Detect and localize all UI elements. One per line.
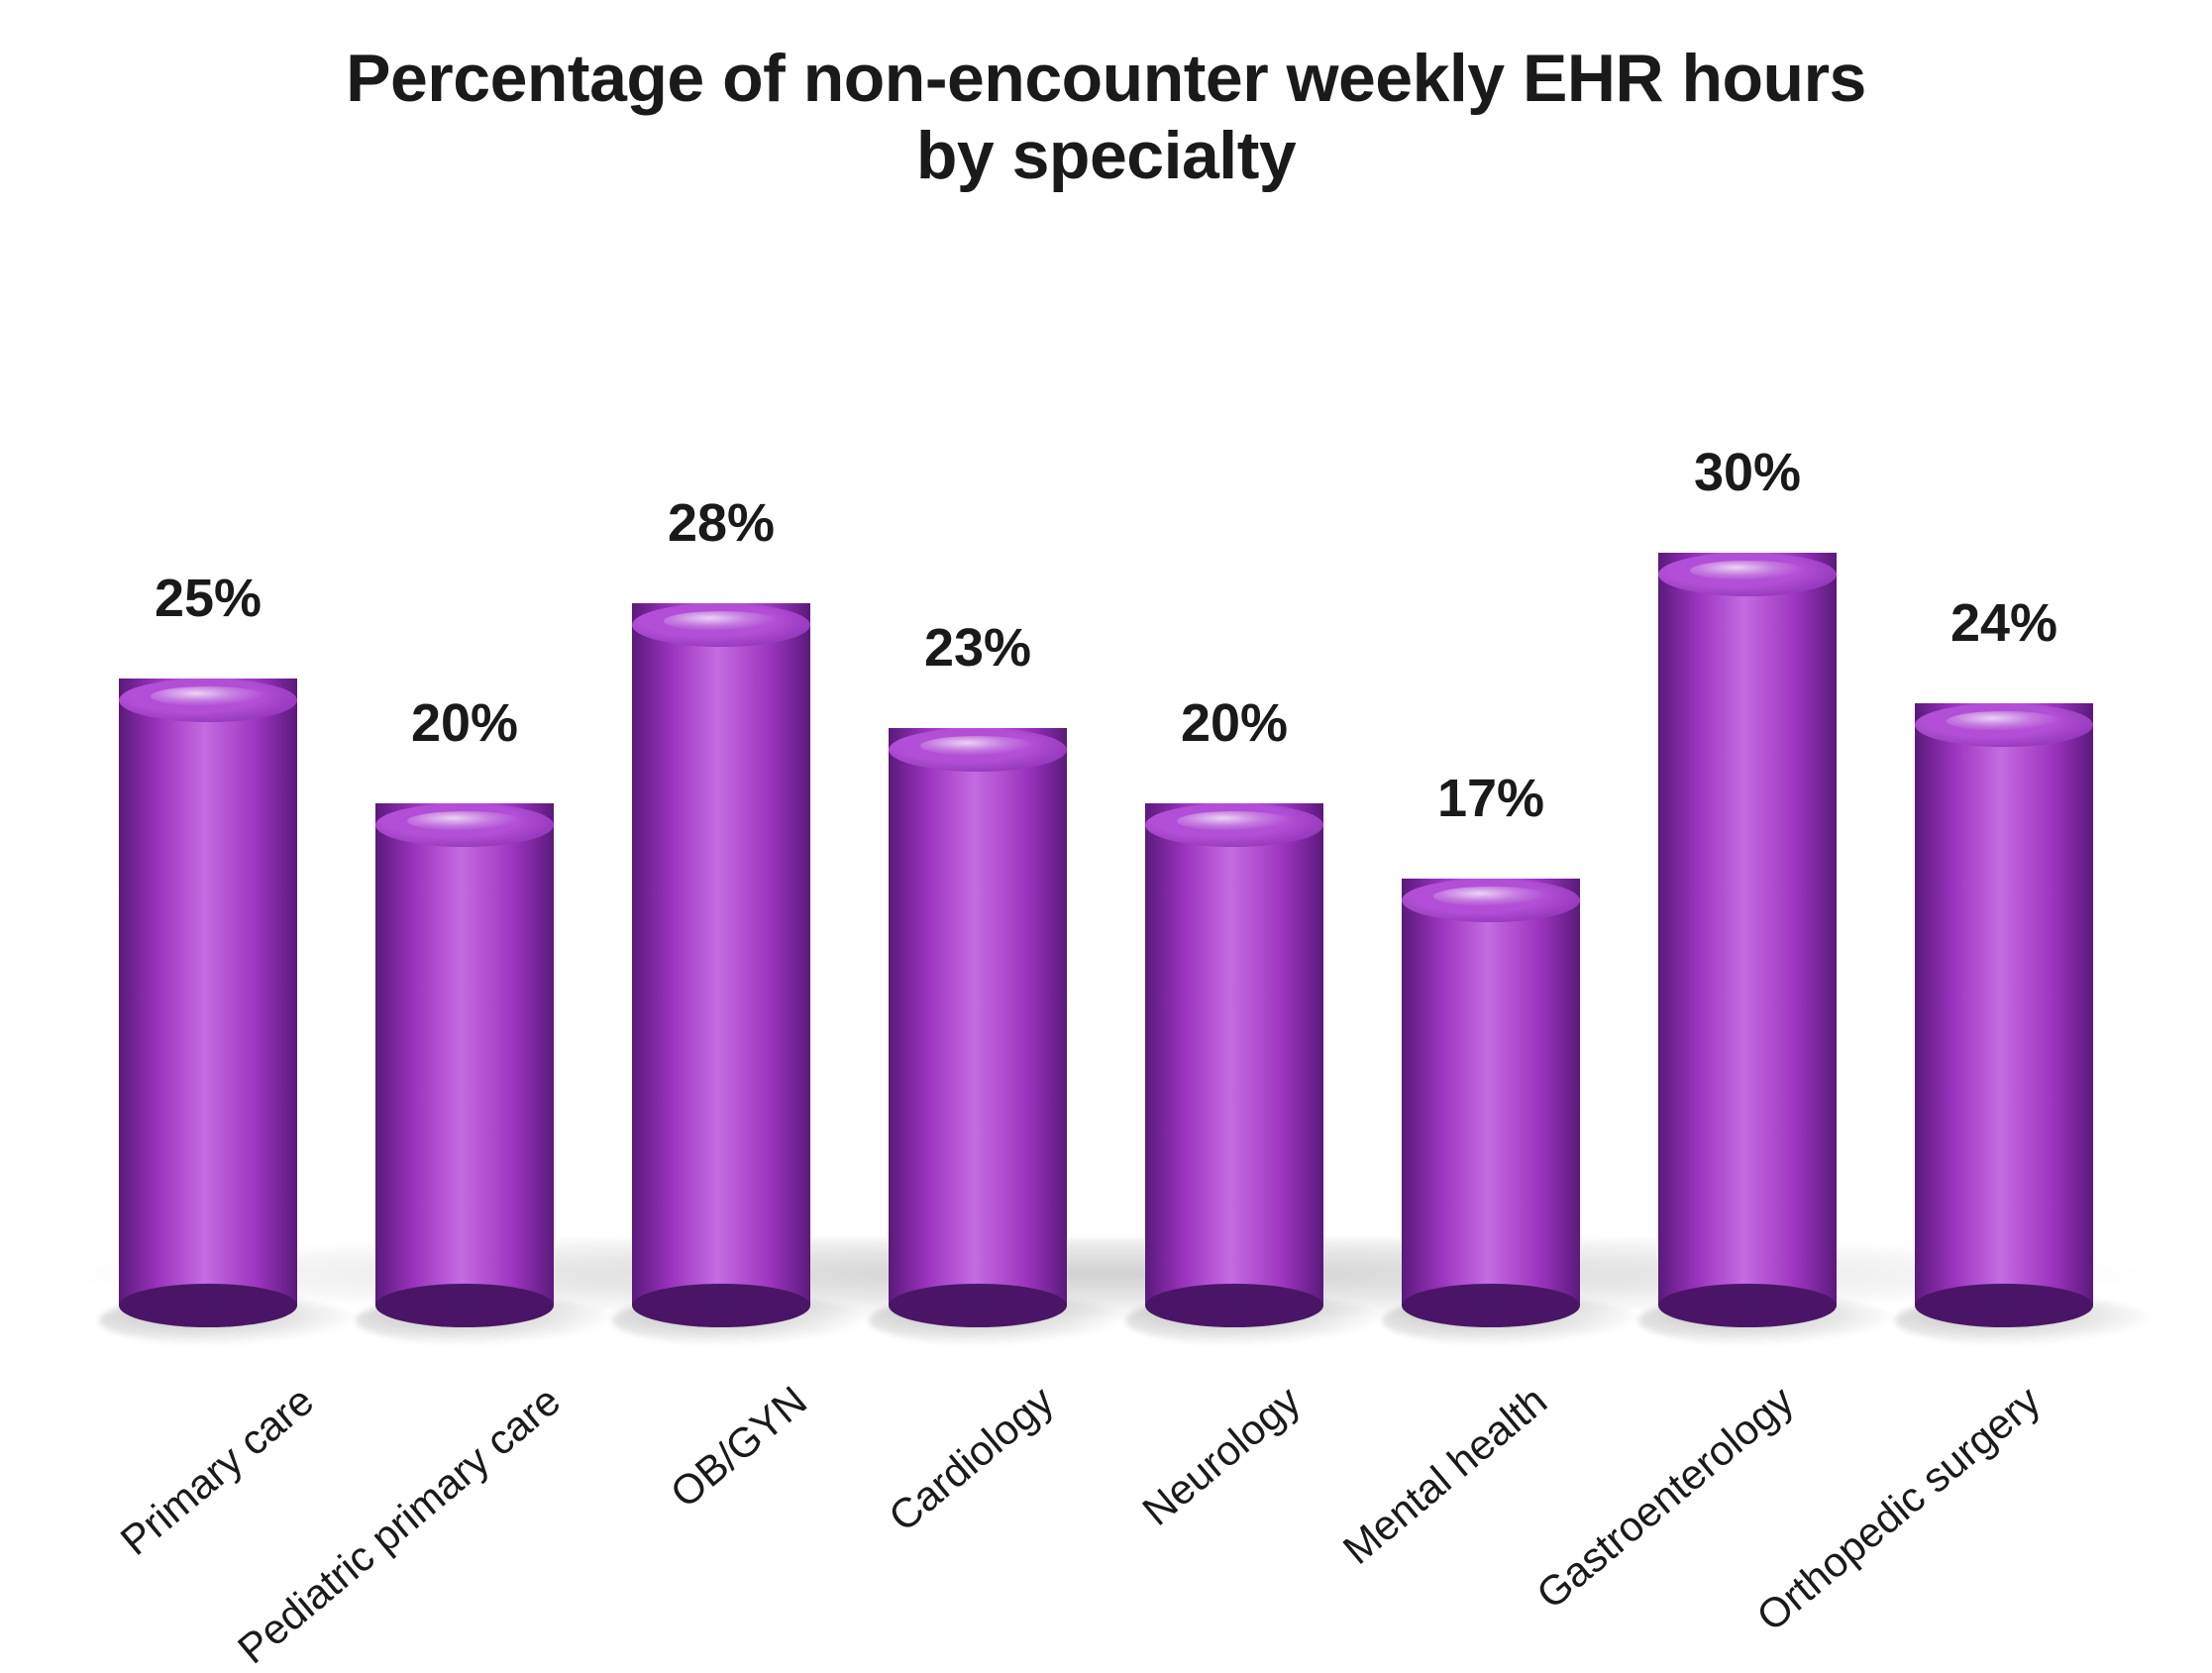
bar-body [1145,803,1323,1306]
bar-top-cap [1658,553,1837,596]
bar-top-cap [1145,803,1323,847]
bar-body [1915,703,2093,1306]
bar-body [1658,553,1837,1306]
bar-cylinder [1658,531,1837,1327]
bar-top-cap [632,603,810,647]
x-axis-label: Mental health [1334,1377,1556,1574]
ehr-hours-bar-chart: Percentage of non-encounter weekly EHR h… [0,0,2212,1640]
bar-top-cap [1915,703,2093,747]
bar-cylinder [119,657,297,1327]
bar-value-label: 24% [1855,592,2153,654]
bar-bottom-cap [1915,1284,2093,1327]
bar-cylinder [1915,681,2093,1327]
bar-5: 17% [1402,857,1580,1327]
bar-cylinder [632,581,810,1327]
bar-cylinder [1402,857,1580,1327]
bar-value-label: 30% [1599,442,1896,503]
bar-bottom-cap [1402,1284,1580,1327]
bar-top-cap [889,728,1067,772]
chart-title-line1: Percentage of non-encounter weekly EHR h… [0,40,2212,117]
bar-value-label: 28% [573,492,870,554]
bar-bottom-cap [1658,1284,1837,1327]
bar-body [1402,879,1580,1306]
bar-0: 25% [119,657,297,1327]
x-axis-label: Neurology [1133,1377,1310,1535]
bar-cylinder [375,782,554,1327]
x-axis-labels: Primary carePediatric primary careOB/GYN… [79,1347,2133,1605]
bar-3: 23% [889,706,1067,1327]
bar-bottom-cap [119,1284,297,1327]
bar-body [375,803,554,1306]
bar-value-label: 17% [1342,768,1639,829]
bar-cylinder [1145,782,1323,1327]
plot-area: 25% 20% 28% 23% 20% 17% 30% 24% [79,376,2133,1327]
bar-value-label: 20% [1086,692,1383,754]
bar-value-label: 23% [829,617,1126,679]
bar-7: 24% [1915,681,2093,1327]
bar-value-label: 25% [59,568,357,629]
bar-bottom-cap [1145,1284,1323,1327]
chart-title-line2: by specialty [0,117,2212,194]
bar-cylinder [889,706,1067,1327]
bar-body [889,728,1067,1306]
bar-6: 30% [1658,531,1837,1327]
chart-title: Percentage of non-encounter weekly EHR h… [0,40,2212,194]
x-axis-label: OB/GYN [662,1377,816,1517]
bar-body [632,603,810,1306]
bars-container: 25% 20% 28% 23% 20% 17% 30% 24% [79,376,2133,1327]
bar-top-cap [1402,879,1580,922]
bar-top-cap [119,679,297,722]
bar-body [119,679,297,1306]
bar-value-label: 20% [316,692,613,754]
bar-top-cap [375,803,554,847]
bar-4: 20% [1145,782,1323,1327]
bar-bottom-cap [632,1284,810,1327]
bar-2: 28% [632,581,810,1327]
x-axis-label: Gastroenterology [1528,1377,1804,1619]
bar-1: 20% [375,782,554,1327]
x-axis-label: Primary care [111,1377,322,1565]
bar-bottom-cap [889,1284,1067,1327]
bar-bottom-cap [375,1284,554,1327]
x-axis-label: Cardiology [880,1377,1063,1541]
